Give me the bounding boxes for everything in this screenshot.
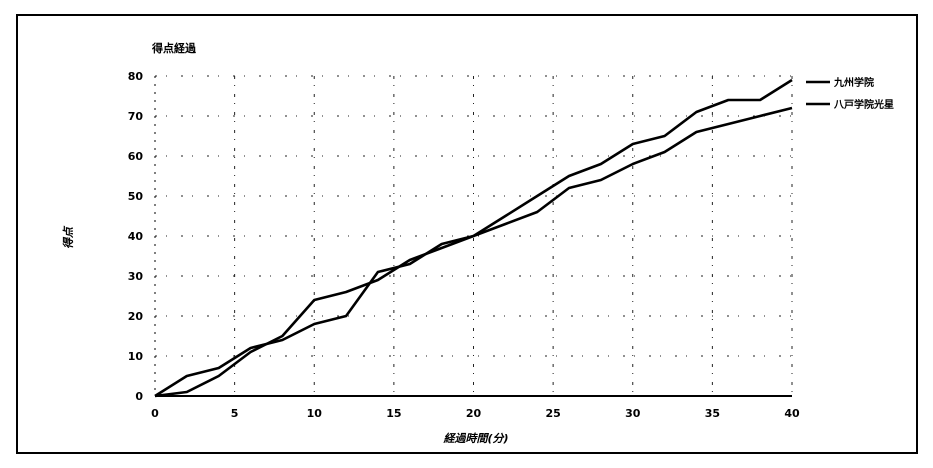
chart-title: 得点経過 [151, 41, 197, 55]
y-tick-label: 50 [128, 190, 144, 203]
y-tick-label: 30 [128, 270, 144, 283]
series-lines [154, 78, 793, 398]
y-tick-label: 80 [128, 70, 144, 83]
axes [154, 76, 792, 397]
y-axis-label: 得点 [62, 225, 75, 249]
x-tick-label: 40 [784, 407, 800, 420]
y-tick-label: 60 [128, 150, 144, 163]
chart-frame [16, 14, 918, 454]
x-tick-label: 15 [386, 407, 401, 420]
x-tick-label: 0 [151, 407, 159, 420]
tick-labels: 0 10 20 30 40 50 60 70 80 0 5 10 15 20 25 30 35 40 [128, 70, 800, 420]
x-tick-label: 5 [231, 407, 239, 420]
legend-label: 九州学院 [833, 76, 874, 89]
x-tick-label: 25 [545, 407, 560, 420]
legend-label: 八戸学院光星 [833, 98, 894, 111]
x-tick-label: 30 [625, 407, 641, 420]
x-tick-label: 20 [466, 407, 482, 420]
y-tick-label: 10 [128, 350, 144, 363]
y-tick-label: 70 [128, 110, 144, 123]
y-tick-label: 20 [128, 310, 144, 323]
x-axis-label: 経過時間(分) [442, 432, 508, 445]
x-tick-label: 35 [705, 407, 720, 420]
x-tick-label: 10 [307, 407, 323, 420]
y-tick-label: 0 [135, 390, 143, 403]
y-tick-label: 40 [128, 230, 144, 243]
series-line-2 [154, 106, 793, 398]
